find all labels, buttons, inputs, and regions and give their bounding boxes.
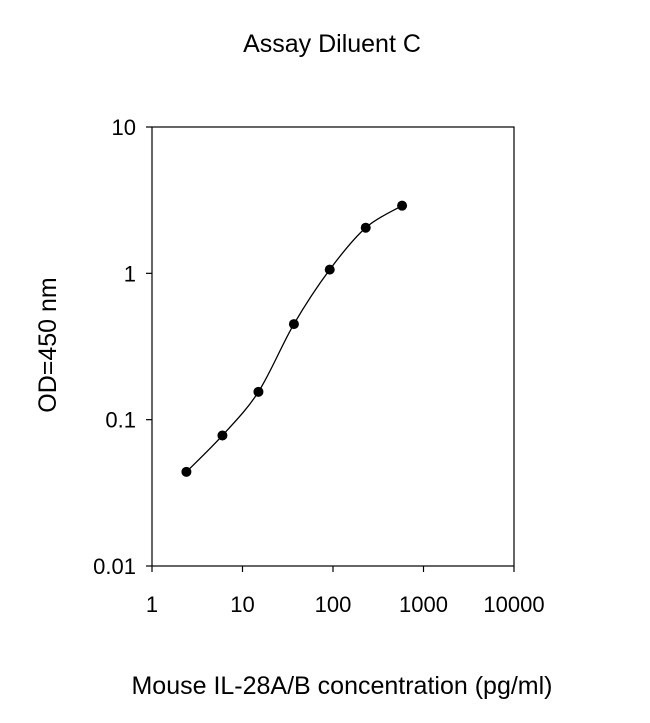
- data-series: [181, 200, 408, 477]
- x-tick-label: 1: [146, 592, 158, 617]
- data-point: [181, 466, 192, 477]
- data-point: [360, 222, 371, 233]
- data-point: [397, 200, 408, 211]
- y-axis-ticks: 0.01 0.1 1 10: [93, 115, 152, 579]
- y-tick-label: 0.01: [93, 554, 136, 579]
- y-tick-label: 1: [124, 261, 136, 286]
- x-axis-ticks: 1 10 100 1000 10000: [146, 566, 545, 617]
- data-point: [217, 430, 228, 441]
- y-tick-label: 0.1: [105, 408, 136, 433]
- series-line: [185, 205, 403, 473]
- x-tick-label: 10: [230, 592, 254, 617]
- y-axis-label: OD=450 nm: [34, 277, 62, 413]
- data-point: [253, 386, 264, 397]
- chart-title: Assay Diluent C: [243, 30, 421, 58]
- x-tick-label: 10000: [483, 592, 544, 617]
- x-axis-label: Mouse IL-28A/B concentration (pg/ml): [131, 672, 552, 700]
- x-tick-label: 1000: [399, 592, 448, 617]
- plot-area: [151, 126, 515, 567]
- data-point: [288, 319, 299, 330]
- x-tick-label: 100: [315, 592, 352, 617]
- data-point: [324, 264, 335, 275]
- y-tick-label: 10: [112, 115, 136, 140]
